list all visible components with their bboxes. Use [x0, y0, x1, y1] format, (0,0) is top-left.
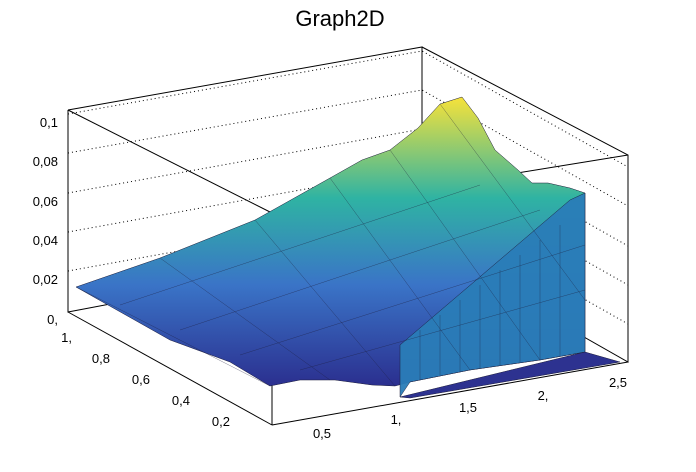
z-tick-label-2: 0,04 — [33, 233, 58, 248]
gridline-z-01 — [67, 50, 629, 168]
x-tick-label-0: 0,5 — [313, 426, 331, 441]
z-tick-label-1: 0,02 — [33, 272, 58, 287]
z-tick-label-3: 0,06 — [33, 194, 58, 209]
surface — [75, 96, 621, 399]
x-axis: 0,5 1, 1,5 2, 2,5 — [313, 375, 627, 441]
y-axis: 0,2 0,4 0,6 0,8 1, — [61, 330, 230, 429]
z-axis: 0, 0,02 0,04 0,06 0,08 0,1 — [33, 115, 58, 327]
y-tick-label-2: 0,6 — [132, 372, 150, 387]
x-tick-label-2: 1,5 — [459, 400, 477, 415]
z-tick-label-4: 0,08 — [33, 154, 58, 169]
y-tick-label-0: 0,2 — [212, 414, 230, 429]
y-tick-label-3: 0,8 — [92, 351, 110, 366]
y-tick-label-1: 0,4 — [172, 393, 190, 408]
x-tick-label-1: 1, — [391, 412, 402, 427]
z-tick-label-5: 0,1 — [40, 115, 58, 130]
bottom-front-edge — [271, 361, 629, 426]
z-tick-label-0: 0, — [47, 312, 58, 327]
top-left-edge — [67, 109, 273, 214]
surface-gridlines — [75, 103, 586, 387]
left-front-edge — [67, 311, 273, 426]
y-tick-label-4: 1, — [61, 330, 72, 345]
chart-title: Graph2D — [295, 6, 384, 31]
x-tick-label-3: 2, — [538, 388, 549, 403]
x-tick-label-4: 2,5 — [609, 375, 627, 390]
surface-floor — [399, 351, 621, 399]
